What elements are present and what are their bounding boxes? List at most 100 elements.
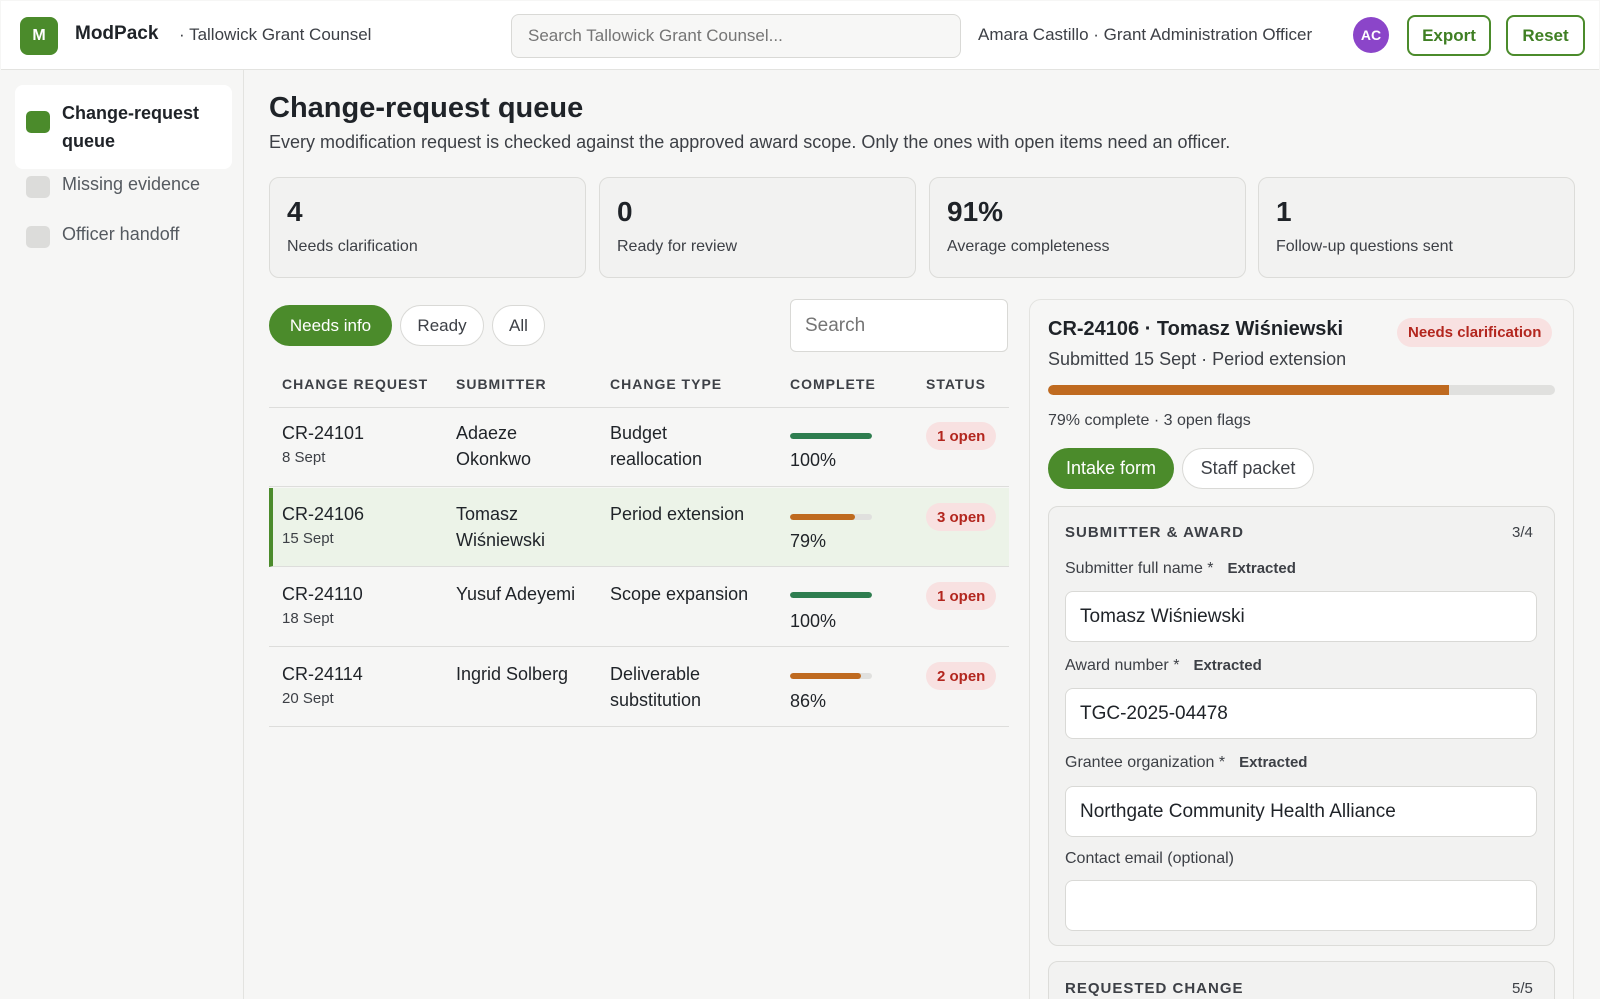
sidebar-item-label: Change-request queue (62, 103, 200, 151)
column-header: COMPLETE (790, 376, 876, 392)
detail-progress-bar (1048, 385, 1555, 395)
column-header: SUBMITTER (456, 376, 547, 392)
section-title: SUBMITTER & AWARD (1065, 524, 1244, 541)
sidebar-item-missing-evidence[interactable]: Missing evidence (15, 174, 232, 198)
section-requested-change (1048, 961, 1555, 999)
change-type: Scope expansion (610, 584, 749, 604)
extracted-tag: Extracted (1227, 560, 1296, 577)
completeness-bar (790, 433, 872, 439)
field-label: Award number * Extracted (1065, 657, 1262, 674)
stat-label: Needs clarification (287, 238, 418, 255)
handoff-icon (26, 226, 50, 248)
stat-value: 91% (947, 196, 1004, 227)
evidence-icon (26, 176, 50, 198)
status-badge: 1 open (926, 422, 997, 450)
queue-icon (26, 111, 50, 133)
field-label: Contact email (optional) (1065, 850, 1234, 867)
completeness-bar (790, 673, 872, 679)
page-title: Change-request queue (269, 92, 584, 124)
change-type: substitution (610, 690, 702, 710)
export-button[interactable]: Export (1407, 15, 1491, 56)
column-header: STATUS (926, 376, 986, 392)
grantee-organization-field[interactable] (1065, 786, 1537, 837)
completeness-bar (790, 514, 872, 520)
sidebar-item-label: Officer handoff (62, 224, 180, 244)
request-date: 15 Sept (282, 530, 334, 547)
filter-all[interactable]: All (492, 305, 545, 346)
change-type: Budget (610, 423, 668, 443)
request-id: CR-24106 (282, 504, 365, 524)
stat-value: 4 (287, 196, 303, 227)
user-name: Amara Castillo · Grant Administration Of… (978, 25, 1313, 44)
status-badge: 3 open (926, 503, 997, 531)
request-id: CR-24101 (282, 423, 365, 443)
change-type: Period extension (610, 504, 745, 524)
stat-card: 91% Average completeness (929, 177, 1246, 278)
submitter-name: Tomasz (456, 504, 519, 524)
submitter-name: Okonkwo (456, 449, 532, 469)
tab-intake-form[interactable]: Intake form (1048, 448, 1174, 489)
sidebar-item-change-request-queue[interactable]: Change-request queue (15, 85, 232, 169)
app-logo: M (20, 17, 58, 55)
contact-email-field[interactable] (1065, 880, 1537, 931)
status-badge: 2 open (926, 662, 997, 690)
stat-value: 1 (1276, 196, 1292, 227)
list-search-input[interactable] (790, 299, 1008, 352)
app-name: ModPack (75, 23, 159, 44)
stat-value: 0 (617, 196, 633, 227)
table-row[interactable] (269, 408, 1009, 487)
stat-label: Average completeness (947, 238, 1110, 255)
extracted-tag: Extracted (1239, 754, 1308, 771)
global-search-input[interactable] (511, 14, 961, 58)
completeness-bar (790, 592, 872, 598)
status-badge: 1 open (926, 582, 997, 610)
divider (269, 407, 1009, 408)
filter-ready[interactable]: Ready (400, 305, 484, 346)
field-label: Submitter full name * Extracted (1065, 560, 1296, 577)
award-number-field[interactable] (1065, 688, 1537, 739)
completeness-value: 100% (790, 450, 837, 470)
sidebar-item-label: Missing evidence (62, 174, 201, 194)
table-row[interactable] (269, 648, 1009, 727)
detail-completeness: 79% complete · 3 open flags (1048, 412, 1251, 429)
submitter-name-field[interactable] (1065, 591, 1537, 642)
change-type: Deliverable (610, 664, 701, 684)
table-row[interactable] (269, 568, 1009, 647)
field-label: Grantee organization * Extracted (1065, 754, 1308, 771)
request-id: CR-24114 (282, 664, 363, 684)
submitter-name: Wiśniewski (456, 530, 546, 550)
filter-needs-info[interactable]: Needs info (269, 305, 392, 346)
stat-card: 1 Follow-up questions sent (1258, 177, 1575, 278)
top-bar: M ModPack · Tallowick Grant Counsel Amar… (1, 1, 1599, 70)
avatar[interactable]: AC (1353, 17, 1389, 53)
sidebar-item-officer-handoff[interactable]: Officer handoff (15, 224, 232, 248)
org-name: · Tallowick Grant Counsel (179, 25, 372, 44)
request-date: 8 Sept (282, 449, 326, 466)
section-count: 5/5 (1512, 980, 1533, 997)
page-subtitle: Every modification request is checked ag… (269, 132, 1231, 152)
stat-card: 0 Ready for review (599, 177, 916, 278)
submitter-name: Ingrid Solberg (456, 664, 569, 684)
submitter-name: Adaeze (456, 423, 518, 443)
status-badge: Needs clarification (1397, 318, 1553, 347)
completeness-value: 79% (790, 531, 827, 551)
tab-staff-packet[interactable]: Staff packet (1182, 448, 1314, 489)
column-header: CHANGE TYPE (610, 376, 723, 392)
completeness-value: 86% (790, 691, 827, 711)
stat-card: 4 Needs clarification (269, 177, 586, 278)
table-row-selected[interactable] (269, 488, 1009, 567)
reset-button[interactable]: Reset (1506, 15, 1585, 56)
section-count: 3/4 (1512, 524, 1533, 541)
extracted-tag: Extracted (1193, 657, 1262, 674)
section-title: REQUESTED CHANGE (1065, 980, 1244, 997)
column-header: CHANGE REQUEST (282, 376, 429, 392)
sidebar: Change-request queue Missing evidence Of… (1, 70, 244, 999)
request-date: 20 Sept (282, 690, 334, 707)
detail-subtitle: Submitted 15 Sept · Period extension (1048, 349, 1347, 369)
request-date: 18 Sept (282, 610, 334, 627)
request-id: CR-24110 (282, 584, 363, 604)
stat-label: Follow-up questions sent (1276, 238, 1453, 255)
completeness-value: 100% (790, 611, 837, 631)
stat-label: Ready for review (617, 238, 738, 255)
change-type: reallocation (610, 449, 703, 469)
